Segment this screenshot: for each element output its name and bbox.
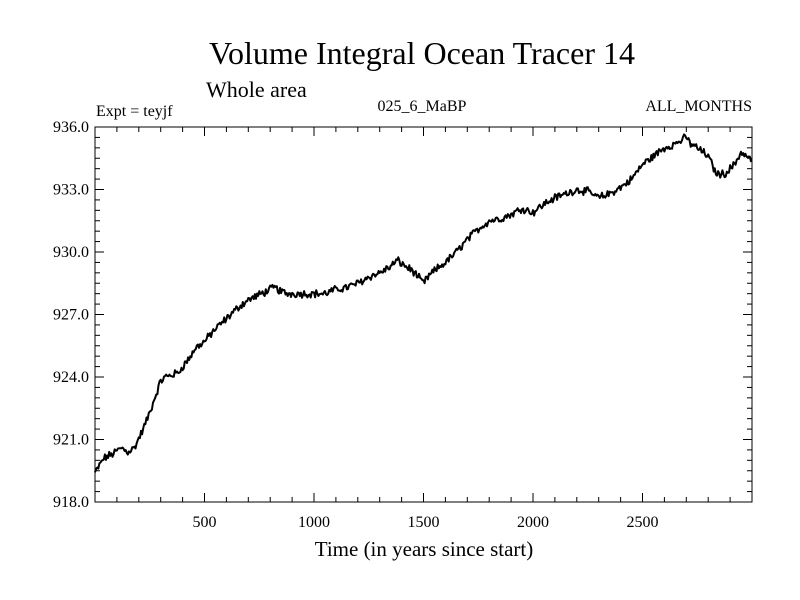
- y-tick-label: 924.0: [53, 369, 89, 386]
- period-label: ALL_MONTHS: [645, 98, 752, 115]
- x-tick-label: 2000: [517, 514, 549, 531]
- y-tick-label: 921.0: [53, 432, 89, 449]
- x-tick-label: 1000: [298, 514, 330, 531]
- series-line: [94, 133, 753, 473]
- plot-frame: [94, 126, 753, 503]
- x-tick-labels: 500 1000 1500 2000 2500: [193, 514, 659, 531]
- experiment-label: Expt = teyjf: [96, 103, 173, 120]
- x-axis-label: Time (in years since start): [315, 537, 534, 561]
- axis-ticks: [95, 127, 752, 502]
- x-tick-label: 2500: [627, 514, 659, 531]
- x-tick-label: 1500: [408, 514, 440, 531]
- x-tick-label: 500: [193, 514, 217, 531]
- y-tick-label: 927.0: [53, 307, 89, 324]
- y-tick-label: 918.0: [53, 494, 89, 511]
- y-tick-labels: 918.0 921.0 924.0 927.0 930.0 933.0 936.0: [53, 119, 89, 511]
- y-tick-label: 933.0: [53, 182, 89, 199]
- y-tick-label: 930.0: [53, 244, 89, 261]
- chart-title: Volume Integral Ocean Tracer 14: [209, 35, 635, 71]
- y-tick-label: 936.0: [53, 119, 89, 136]
- run-label: 025_6_MaBP: [378, 98, 467, 115]
- chart-subtitle: Whole area: [206, 77, 307, 102]
